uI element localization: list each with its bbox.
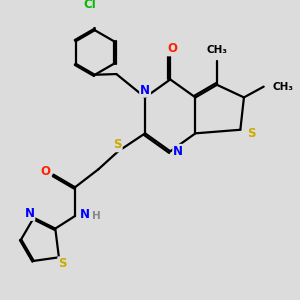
Text: CH₃: CH₃ [273,82,294,92]
Text: N: N [80,208,90,221]
Text: S: S [247,127,255,140]
Text: O: O [40,165,51,178]
Text: S: S [113,138,122,151]
Text: N: N [173,145,183,158]
Text: N: N [140,84,150,97]
Text: N: N [24,207,34,220]
Text: O: O [167,42,177,56]
Text: S: S [58,257,67,270]
Text: H: H [92,211,100,221]
Text: CH₃: CH₃ [206,45,227,55]
Text: Cl: Cl [83,0,96,11]
